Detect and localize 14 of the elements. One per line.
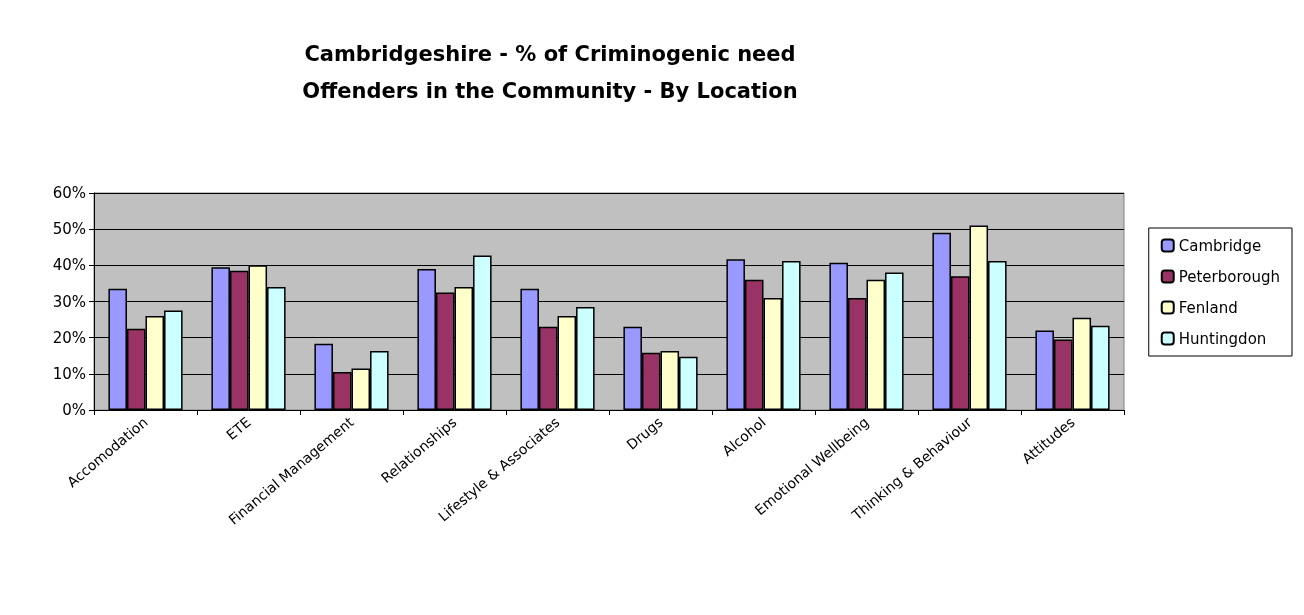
y-tick-label: 10%	[52, 364, 86, 383]
chart-title: Cambridgeshire - % of Criminogenic need	[304, 41, 796, 66]
y-tick-label: 60%	[52, 184, 86, 202]
legend-label: Fenland	[1178, 298, 1238, 317]
legend-label: Peterborough	[1178, 267, 1280, 286]
y-tick-label: 20%	[52, 328, 86, 347]
chart-subtitle: Offenders in the Community - By Location	[302, 78, 798, 103]
y-tick-label: 40%	[52, 256, 86, 275]
y-tick-label: 50%	[52, 220, 86, 239]
y-tick-label: 30%	[52, 292, 86, 311]
x-tick-label: ETE	[223, 413, 254, 443]
legend-label: Huntingdon	[1178, 329, 1267, 348]
y-tick-label: 0%	[62, 401, 86, 419]
legend-label: Cambridge	[1178, 236, 1262, 255]
